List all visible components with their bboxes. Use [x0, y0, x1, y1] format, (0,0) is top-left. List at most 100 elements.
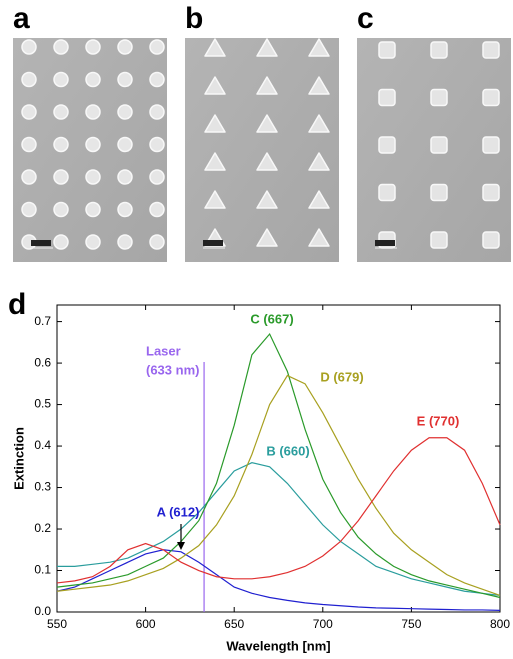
nanodisk	[85, 104, 101, 120]
nanodisk	[149, 136, 165, 153]
nanodisk	[53, 104, 69, 120]
nanodisk	[149, 39, 165, 55]
nanodisk	[21, 104, 37, 120]
x-axis-label: Wavelength [nm]	[226, 638, 330, 653]
scale-bar	[375, 240, 395, 246]
panel-label: b	[185, 2, 203, 35]
nanodisk	[85, 71, 101, 88]
nanotriangle	[204, 76, 226, 95]
nanosquare	[378, 41, 396, 59]
nanodisk	[117, 71, 133, 88]
nanotriangle	[308, 114, 330, 133]
nanotriangle	[308, 76, 330, 95]
nanodisk	[21, 136, 37, 153]
nanodisk	[53, 169, 69, 185]
nanotriangle	[256, 114, 278, 133]
nanodisk	[149, 234, 165, 250]
series-label: A (612)	[157, 504, 200, 519]
series-label: B (660)	[266, 443, 309, 458]
nanosquare	[482, 136, 500, 154]
nanodisk	[85, 169, 101, 185]
nanotriangle	[204, 190, 226, 209]
nanodisk	[85, 136, 101, 153]
panel-label: c	[357, 2, 374, 35]
nanosquare	[430, 41, 448, 59]
x-tick-label: 550	[47, 617, 67, 631]
nanotriangle	[308, 190, 330, 209]
sem-image	[185, 38, 339, 262]
y-tick-label: 0.0	[34, 604, 51, 618]
nanodisk	[117, 39, 133, 55]
nanodisk	[21, 169, 37, 185]
nanotriangle	[308, 228, 330, 247]
nanodisk	[149, 201, 165, 218]
nanodisk	[85, 234, 101, 250]
nanodisk	[117, 104, 133, 120]
y-tick-label: 0.3	[34, 480, 51, 494]
nanodisk	[21, 201, 37, 218]
nanodisk	[149, 71, 165, 88]
nanodisk	[53, 201, 69, 218]
nanotriangle	[256, 76, 278, 95]
spectrum-line	[56, 374, 501, 596]
spectrum-line	[56, 332, 501, 599]
nanodisk	[85, 39, 101, 55]
nanodisk	[53, 71, 69, 88]
laser-sublabel: (633 nm)	[146, 362, 199, 377]
x-tick-label: 650	[224, 617, 244, 631]
panel-label: d	[8, 288, 26, 321]
nanodisk	[85, 201, 101, 218]
nanotriangle	[204, 114, 226, 133]
nanodisk	[149, 169, 165, 185]
nanodisk	[117, 201, 133, 218]
spectrum-line	[56, 437, 501, 584]
nanodisk	[117, 169, 133, 185]
nanotriangle	[256, 228, 278, 247]
nanosquare	[430, 231, 448, 249]
nanodisk	[53, 136, 69, 153]
nanotriangle	[256, 152, 278, 171]
x-tick-label: 600	[136, 617, 156, 631]
scale-bar	[31, 240, 51, 246]
panel-label: a	[13, 2, 30, 35]
y-tick-label: 0.5	[34, 397, 51, 411]
spectrum-line	[57, 462, 501, 597]
nanosquare	[430, 136, 448, 154]
scale-bar	[203, 240, 223, 246]
x-tick-label: 700	[313, 617, 333, 631]
y-tick-label: 0.6	[34, 355, 51, 369]
nanotriangle	[308, 152, 330, 171]
x-tick-label: 800	[490, 617, 510, 631]
nanosquare	[378, 88, 396, 107]
nanosquare	[482, 231, 500, 249]
arrow-head	[177, 542, 185, 550]
series-label: D (679)	[320, 369, 363, 384]
laser-label: Laser	[146, 343, 181, 358]
nanodisk	[117, 136, 133, 153]
y-tick-label: 0.7	[34, 314, 51, 328]
nanodisk	[117, 234, 133, 250]
nanosquare	[482, 41, 500, 59]
nanodisk	[21, 39, 37, 55]
nanosquare	[482, 183, 500, 202]
nanodisk	[149, 104, 165, 120]
nanosquare	[430, 183, 448, 202]
nanotriangle	[204, 152, 226, 171]
y-axis-label: Extinction	[11, 427, 26, 490]
spectrum-line	[56, 549, 501, 611]
nanodisk	[21, 71, 37, 88]
y-tick-label: 0.2	[34, 521, 51, 535]
nanotriangle	[256, 38, 278, 57]
y-tick-label: 0.1	[34, 563, 51, 577]
series-label: C (667)	[250, 311, 293, 326]
nanosquare	[482, 88, 500, 107]
nanotriangle	[308, 38, 330, 57]
nanodisk	[53, 234, 69, 250]
nanosquare	[378, 136, 396, 154]
plot-frame	[56, 304, 501, 613]
nanodisk	[53, 39, 69, 55]
nanotriangle	[204, 38, 226, 57]
series-label: E (770)	[417, 413, 460, 428]
